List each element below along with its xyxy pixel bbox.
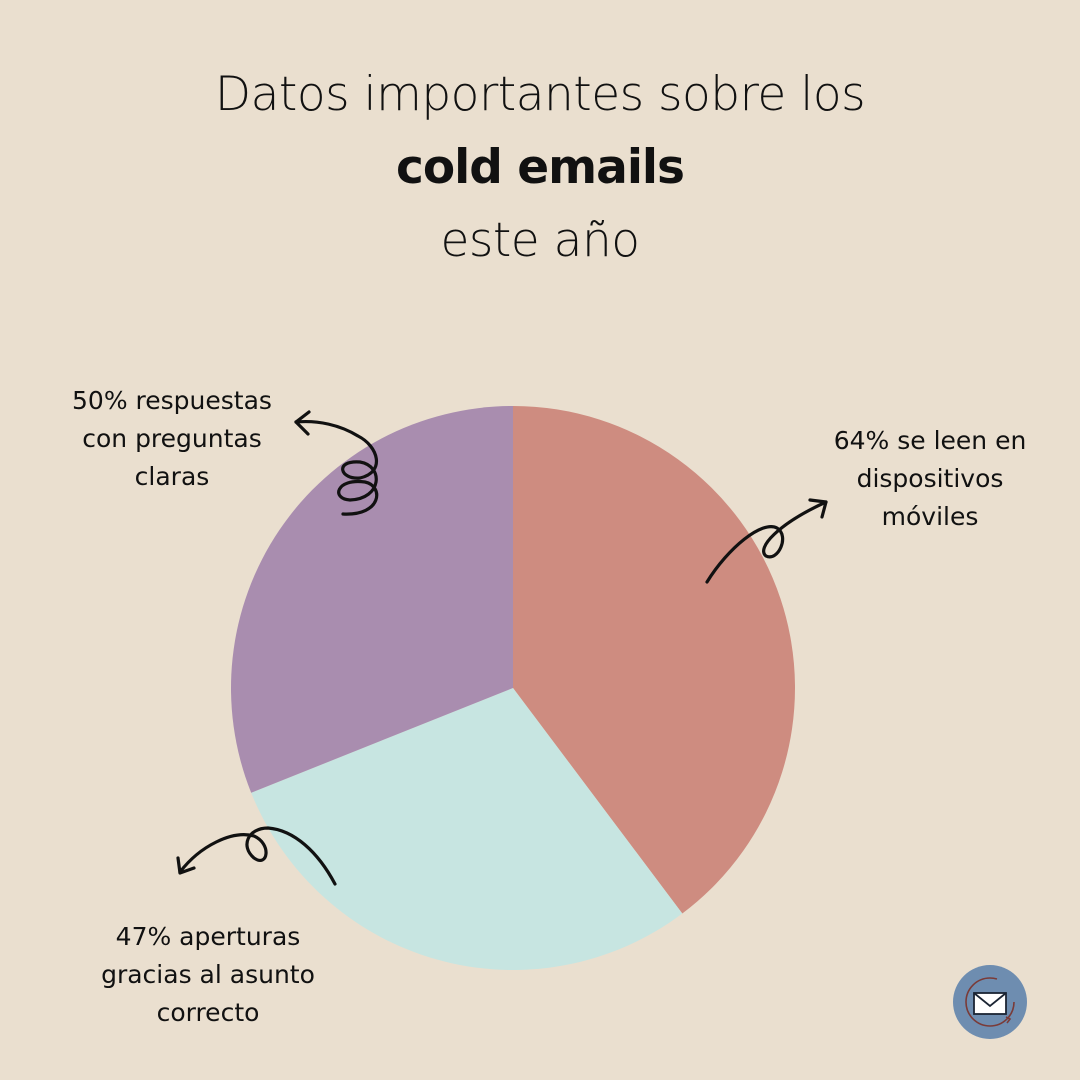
pie-slice-1 — [251, 688, 683, 971]
arrow-openings-icon — [178, 826, 337, 886]
label-responses: 50% respuestas con preguntas claras — [42, 382, 302, 496]
label-mobile-line-2: dispositivos — [856, 464, 1004, 493]
page-title: Datos importantes sobre los cold emails … — [0, 58, 1080, 277]
label-responses-line-3: claras — [134, 462, 210, 491]
title-line-2: cold emails — [395, 140, 685, 195]
arrow-responses-icon — [294, 419, 379, 516]
label-openings-line-1: 47% aperturas — [115, 922, 301, 951]
pie-slice-2 — [231, 406, 514, 793]
label-mobile-line-1: 64% se leen en — [833, 426, 1027, 455]
label-responses-line-1: 50% respuestas — [72, 386, 272, 415]
label-openings-line-2: gracias al asunto — [101, 960, 315, 989]
title-line-1: Datos importantes sobre los — [214, 67, 866, 122]
title-line-3: este año — [440, 213, 640, 268]
label-mobile: 64% se leen en dispositivos móviles — [800, 422, 1060, 536]
pie-slices — [231, 406, 795, 971]
arrowhead-mobile-icon — [808, 498, 828, 519]
label-openings-line-3: correcto — [156, 998, 260, 1027]
label-openings: 47% aperturas gracias al asunto correcto — [68, 918, 348, 1032]
label-mobile-line-3: móviles — [881, 502, 979, 531]
pie-slice-0 — [513, 406, 795, 914]
arrowhead-responses-icon — [294, 410, 311, 436]
arrow-mobile-icon — [705, 500, 828, 584]
label-responses-line-2: con preguntas — [82, 424, 262, 453]
envelope-logo-icon — [953, 965, 1027, 1039]
arrowhead-openings-icon — [176, 856, 196, 875]
